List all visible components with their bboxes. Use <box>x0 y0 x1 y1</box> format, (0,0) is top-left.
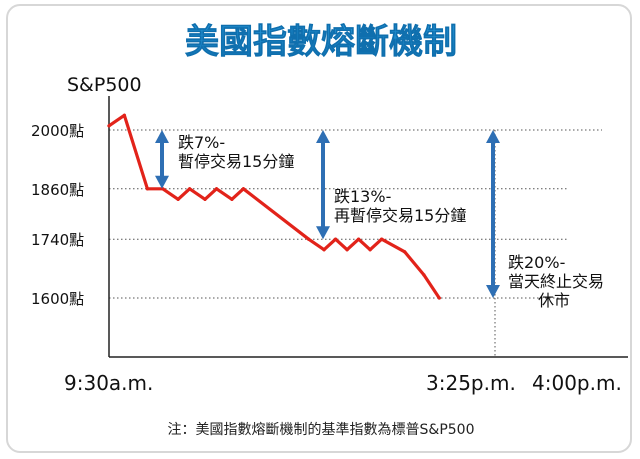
series-line-segment <box>161 187 180 201</box>
series-line-segment <box>122 113 149 191</box>
series-line-segment <box>214 187 234 201</box>
series-point <box>188 187 192 191</box>
drop-arrow-head-top-2 <box>486 130 500 143</box>
x-tick-label-0: 9:30a.m. <box>64 371 153 395</box>
series-point <box>345 248 349 252</box>
series-point <box>322 248 326 252</box>
footnote: 注：美國指數熔斷機制的基準指數為標普S&P500 <box>168 421 475 438</box>
drop-arrow-head-bottom-2 <box>486 285 500 298</box>
series-line-segment <box>307 237 326 252</box>
series-point <box>214 187 219 191</box>
series-line-segment <box>403 250 426 277</box>
series-line-segment <box>188 187 207 201</box>
annotation-2-line-1: 當天終止交易 <box>508 272 604 291</box>
series-point <box>380 237 384 241</box>
series-point <box>122 113 126 117</box>
y-tick-label-2000: 2000點 <box>31 122 84 140</box>
y-tick-label-1740: 1740點 <box>31 231 84 249</box>
annotation-0-line-1: 暫停交易15分鐘 <box>178 152 294 171</box>
x-tick-label-2: 4:00p.m. <box>532 371 622 395</box>
chart: 美國指數熔斷機制 S&P500 2000點 1860點 1740點 1600點 9:30a.… <box>31 22 628 438</box>
series-point <box>368 248 372 252</box>
series-line-segment <box>422 273 441 300</box>
annotation-1-line-1: 再暫停交易15分鐘 <box>334 206 466 225</box>
series-line-segment <box>241 187 311 241</box>
series-point <box>203 197 207 201</box>
series-line-segment <box>333 237 349 252</box>
series-point <box>422 273 426 277</box>
chart-title: 美國指數熔斷機制 <box>185 22 457 62</box>
series-line-segment <box>368 237 384 252</box>
y-tick-label-1600: 1600點 <box>31 290 84 308</box>
drop-arrow-head-top-1 <box>316 130 330 143</box>
series-point <box>403 250 407 254</box>
y-tick-label-1860: 1860點 <box>31 181 84 199</box>
series-line-segment <box>176 187 192 201</box>
series-point <box>241 187 245 191</box>
drop-arrow-head-bottom-0 <box>155 175 169 189</box>
annotation-0-line-0: 跌7%- <box>178 133 225 152</box>
series-point <box>307 237 311 241</box>
series-line-segment <box>345 237 361 252</box>
y-axis-label: S&P500 <box>67 74 142 96</box>
annotation-2-line-2: 休市 <box>538 291 570 310</box>
series-point <box>176 197 180 201</box>
annotation-2-line-0: 跌20%- <box>508 253 565 272</box>
series-line-segment <box>203 187 219 201</box>
annotation-1-line-0: 跌13%- <box>334 187 391 206</box>
series-point <box>107 124 111 128</box>
series-line-segment <box>380 237 407 254</box>
series-point <box>357 237 361 241</box>
series-line-segment <box>230 187 245 201</box>
series-line-segment <box>107 113 126 128</box>
series-line-segment <box>357 237 372 252</box>
drop-arrow-head-top-0 <box>155 130 169 143</box>
drop-arrow-head-bottom-1 <box>316 226 330 240</box>
series-point <box>145 187 149 191</box>
series-point <box>333 237 338 241</box>
series-point <box>437 296 441 300</box>
chart-frame: 美國指數熔斷機制 S&P500 2000點 1860點 1740點 1600點 9:30a.… <box>6 4 632 453</box>
series-line-segment <box>322 237 338 252</box>
series-point <box>230 197 234 201</box>
x-tick-label-1: 3:25p.m. <box>426 371 516 395</box>
